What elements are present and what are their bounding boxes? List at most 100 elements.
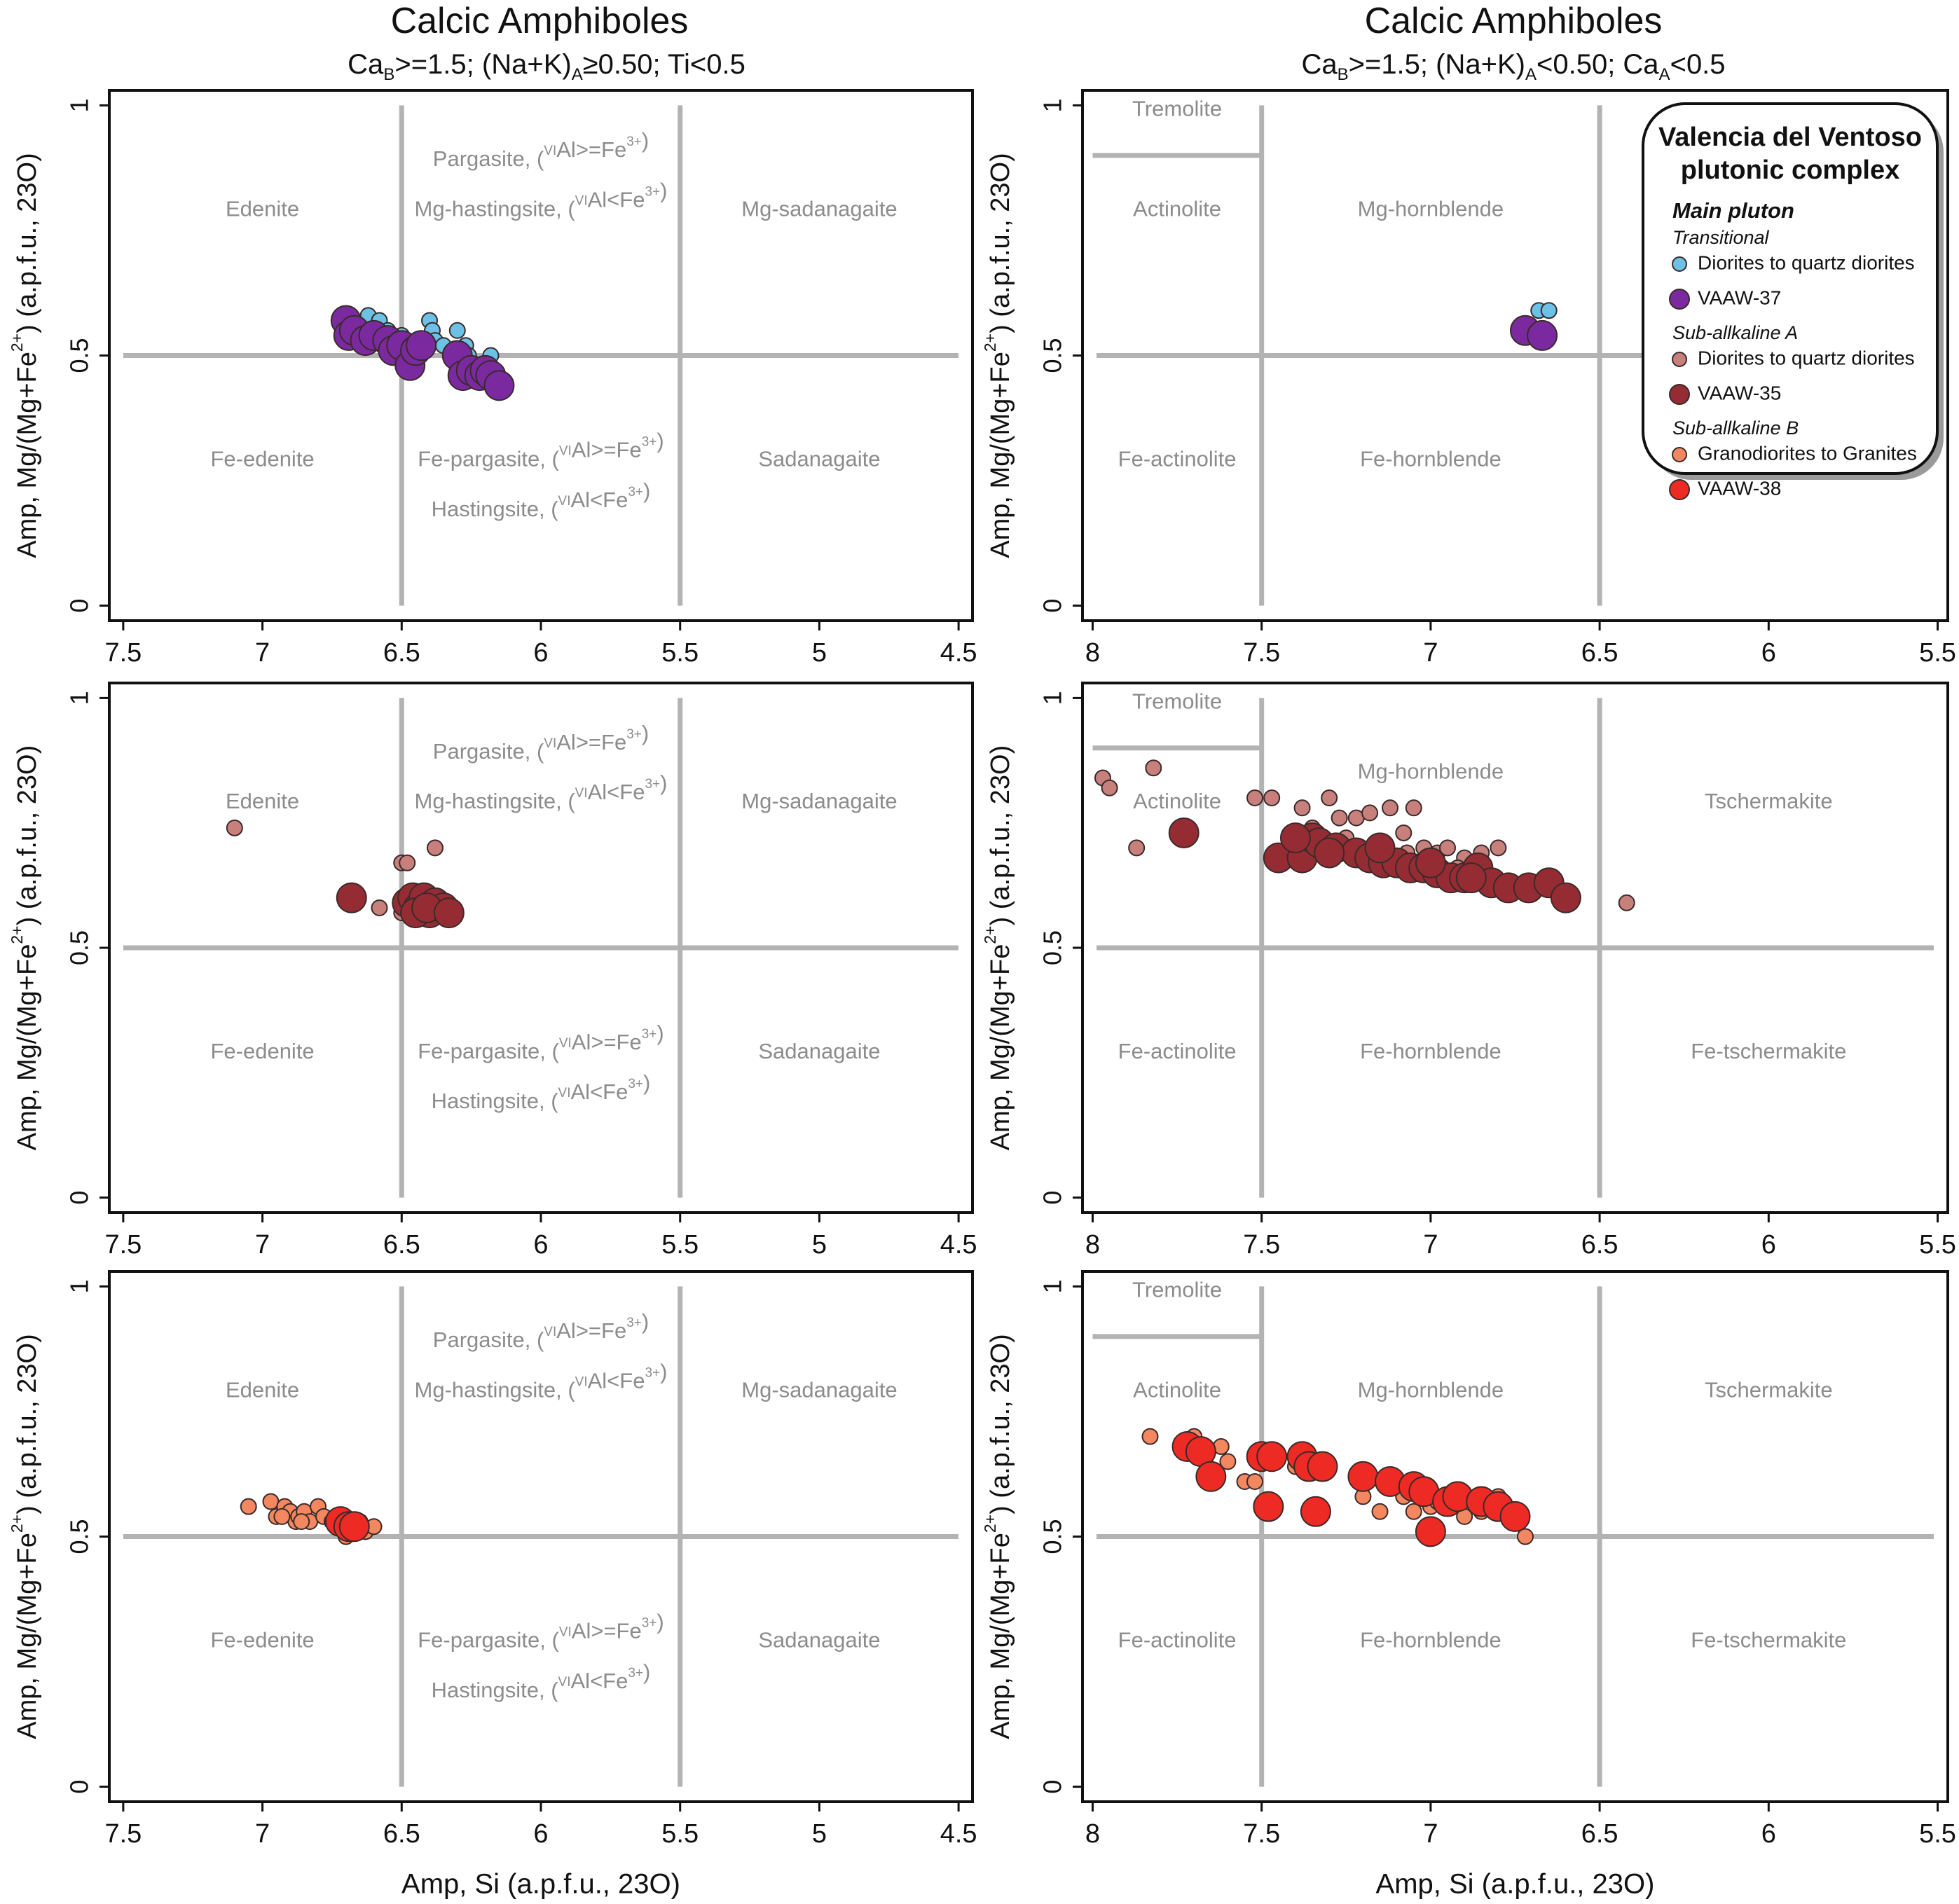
legend-entry-label: VAAW-38 bbox=[1698, 477, 1781, 499]
region-label: Tremolite bbox=[1132, 1278, 1222, 1302]
left-subtitle-part: >=1.5; (Na+K) bbox=[394, 49, 572, 80]
legend-title: Valencia del Ventoso bbox=[1658, 123, 1922, 152]
x-tick-label: 5 bbox=[812, 1819, 827, 1849]
region-label: Mg-hastingsite, (VIAl<Fe3+) bbox=[415, 1360, 668, 1402]
region-label: Tschermakite bbox=[1705, 789, 1833, 813]
x-tick-label: 7.5 bbox=[1243, 638, 1280, 668]
data-point bbox=[433, 897, 465, 929]
y-tick-label: 0.5 bbox=[1038, 338, 1067, 373]
data-point bbox=[338, 1511, 370, 1543]
data-point bbox=[371, 899, 388, 916]
data-point bbox=[1307, 1451, 1338, 1482]
data-point bbox=[1246, 789, 1264, 807]
left-subtitle-sub: B bbox=[383, 65, 395, 84]
scatter-panel-3-right: Tremolite Actinolite Mg-hornblende Tscherma… bbox=[981, 1270, 1956, 1900]
x-tick-label: 6.5 bbox=[1581, 1819, 1618, 1849]
legend-subhead: Transitional bbox=[1672, 227, 1770, 248]
left-column-subtitle: CaB>=1.5; (Na+K)A≥0.50; Ti<0.5 bbox=[91, 49, 1002, 85]
x-tick-label: 7 bbox=[1423, 1819, 1438, 1849]
region-label: Actinolite bbox=[1133, 1378, 1221, 1402]
x-tick-label: 5.5 bbox=[661, 638, 699, 668]
data-point bbox=[1347, 1461, 1379, 1492]
y-tick-label: 0.5 bbox=[1038, 1519, 1067, 1554]
region-label: Actinolite bbox=[1133, 197, 1221, 221]
y-tick-label: 0 bbox=[65, 1191, 94, 1205]
right-subtitle-sub: A bbox=[1658, 65, 1670, 84]
region-label: Mg-sadanagaite bbox=[741, 197, 897, 221]
data-point bbox=[406, 330, 437, 361]
legend-entry-label: Granodiorites to Granites bbox=[1698, 442, 1917, 464]
data-point bbox=[1219, 1453, 1237, 1470]
region-label: Mg-hornblende bbox=[1358, 1378, 1504, 1402]
region-label: Fe-actinolite bbox=[1118, 447, 1237, 471]
region-label: Edenite bbox=[226, 789, 299, 813]
legend-marker bbox=[1669, 479, 1690, 500]
region-label: Fe-pargasite, (VIAl>=Fe3+) bbox=[418, 1021, 664, 1063]
x-tick-label: 7 bbox=[1423, 638, 1438, 668]
y-axis-label: Amp, Mg/(Mg+Fe2+) (a.p.f.u., 23O) bbox=[8, 1334, 42, 1739]
data-point bbox=[1300, 1496, 1331, 1527]
left-subtitle-sub: A bbox=[571, 65, 583, 84]
scatter-panel-1-left: Edenite Pargasite, (VIAl>=Fe3+) Mg-hasting… bbox=[8, 89, 977, 668]
region-label: Mg-hastingsite, (VIAl<Fe3+) bbox=[415, 179, 668, 221]
x-tick-label: 4.5 bbox=[940, 638, 977, 668]
region-label: Tremolite bbox=[1132, 97, 1222, 121]
x-tick-label: 8 bbox=[1085, 638, 1100, 668]
region-label: Edenite bbox=[226, 1378, 299, 1402]
x-tick-label: 5 bbox=[812, 1230, 827, 1260]
right-subtitle-part: <0.50; Ca bbox=[1536, 49, 1659, 80]
x-axis-label: Amp, Si (a.p.f.u., 23O) bbox=[401, 1869, 680, 1900]
left-subtitle-part: ≥0.50; Ti<0.5 bbox=[582, 49, 745, 80]
y-tick-label: 0 bbox=[1038, 1191, 1067, 1205]
data-point bbox=[483, 370, 515, 401]
x-tick-label: 5 bbox=[812, 638, 827, 668]
region-label: Mg-hornblende bbox=[1358, 197, 1504, 221]
region-label: Fe-hornblende bbox=[1360, 1628, 1501, 1653]
scatter-panel-2-right: Tremolite Actinolite Mg-hornblende Tscherma… bbox=[981, 682, 1956, 1260]
y-tick-label: 1 bbox=[65, 691, 94, 705]
x-tick-label: 7.5 bbox=[104, 1819, 142, 1849]
data-point bbox=[1382, 799, 1399, 817]
data-point bbox=[273, 1508, 291, 1525]
data-point bbox=[1195, 1461, 1227, 1492]
right-subtitle-part: >=1.5; (Na+K) bbox=[1348, 49, 1525, 80]
y-tick-label: 0.5 bbox=[65, 930, 94, 965]
y-tick-label: 1 bbox=[65, 1279, 94, 1293]
x-tick-label: 7.5 bbox=[1243, 1230, 1280, 1260]
y-tick-label: 0.5 bbox=[65, 338, 94, 373]
legend-title: plutonic complex bbox=[1681, 156, 1899, 185]
x-tick-label: 7 bbox=[1423, 1230, 1438, 1260]
y-tick-label: 0 bbox=[65, 599, 94, 613]
x-tick-label: 4.5 bbox=[940, 1819, 977, 1849]
x-tick-label: 7.5 bbox=[104, 638, 142, 668]
x-tick-label: 5.5 bbox=[661, 1230, 699, 1260]
data-point bbox=[1263, 789, 1281, 807]
data-point bbox=[1101, 779, 1118, 796]
region-label: Tremolite bbox=[1132, 689, 1222, 714]
x-tick-label: 6.5 bbox=[383, 638, 420, 668]
data-point bbox=[1128, 839, 1146, 857]
data-point bbox=[1279, 822, 1311, 854]
x-tick-label: 6 bbox=[533, 1230, 548, 1260]
legend-marker bbox=[1672, 256, 1687, 272]
region-label: Fe-edenite bbox=[210, 447, 314, 471]
region-label: Edenite bbox=[226, 197, 299, 221]
region-label: Fe-actinolite bbox=[1118, 1039, 1237, 1063]
data-point bbox=[1439, 839, 1457, 857]
y-axis-label: Amp, Mg/(Mg+Fe2+) (a.p.f.u., 23O) bbox=[8, 153, 42, 558]
data-point bbox=[293, 1513, 310, 1531]
data-point bbox=[448, 322, 466, 339]
data-point bbox=[1371, 1503, 1389, 1520]
right-subtitle-part: <0.5 bbox=[1670, 49, 1726, 80]
data-point bbox=[262, 1493, 280, 1510]
data-point bbox=[426, 839, 444, 857]
data-point bbox=[1293, 799, 1311, 817]
x-tick-label: 6.5 bbox=[1581, 638, 1618, 668]
x-tick-label: 5.5 bbox=[1919, 1230, 1956, 1260]
data-point bbox=[1145, 759, 1162, 777]
data-point bbox=[1331, 809, 1348, 827]
region-label: Hastingsite, (VIAl<Fe3+) bbox=[432, 1660, 651, 1702]
x-tick-label: 8 bbox=[1085, 1230, 1100, 1260]
y-tick-label: 0.5 bbox=[1038, 930, 1067, 965]
